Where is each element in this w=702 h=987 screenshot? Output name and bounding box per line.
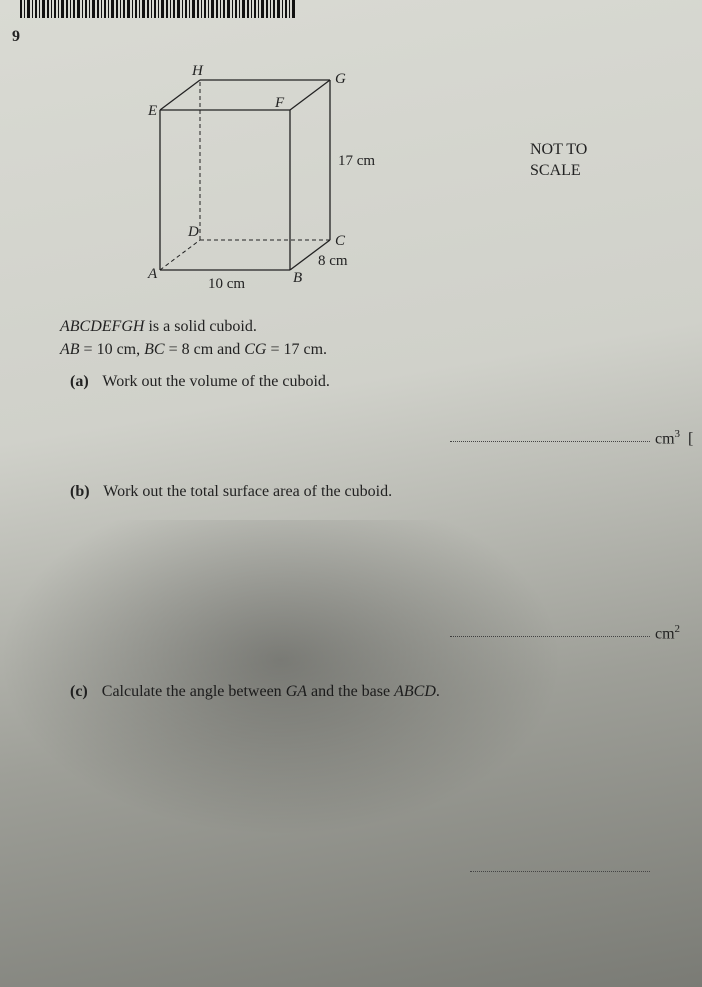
- intro-line2: AB = 10 cm, BC = 8 cm and CG = 17 cm.: [60, 338, 327, 362]
- answer-line-a: [450, 440, 650, 442]
- part-a-label: (a): [70, 373, 89, 390]
- unit-a: cm3 [: [655, 428, 693, 448]
- part-c-label: (c): [70, 683, 88, 700]
- vertex-C: C: [335, 233, 346, 249]
- dim-CG: 17 cm: [338, 153, 375, 169]
- part-c: (c) Calculate the angle between GA and t…: [70, 680, 440, 704]
- scale-line2: SCALE: [530, 161, 587, 182]
- answer-line-b: [450, 635, 650, 637]
- part-a-text: Work out the volume of the cuboid.: [102, 373, 330, 390]
- part-c-post: .: [436, 683, 440, 700]
- part-b-text: Work out the total surface area of the c…: [103, 483, 392, 500]
- photo-shadow: [0, 520, 702, 987]
- vertex-A: A: [147, 266, 158, 282]
- vertex-G: G: [335, 71, 346, 87]
- vertex-H: H: [191, 63, 204, 79]
- part-c-mid: and the base: [307, 683, 394, 700]
- vertex-F: F: [274, 95, 285, 111]
- scale-line1: NOT TO: [530, 140, 587, 161]
- part-c-GA: GA: [286, 683, 307, 700]
- question-number: 9: [12, 28, 20, 46]
- barcode-strip: [20, 0, 300, 18]
- part-c-pre: Calculate the angle between: [102, 683, 286, 700]
- vertex-D: D: [187, 224, 199, 240]
- part-c-ABCD: ABCD: [394, 683, 436, 700]
- cuboid-diagram: A B C D E F G H 10 cm 8 cm 17 cm: [130, 45, 410, 300]
- part-b: (b) Work out the total surface area of t…: [70, 480, 392, 504]
- cuboid-name: ABCDEFGH: [60, 318, 144, 335]
- vertex-B: B: [293, 270, 302, 286]
- unit-b: cm2: [655, 623, 680, 643]
- dim-BC: 8 cm: [318, 253, 348, 269]
- not-to-scale: NOT TO SCALE: [530, 140, 587, 182]
- part-b-label: (b): [70, 483, 90, 500]
- part-a: (a) Work out the volume of the cuboid.: [70, 370, 330, 394]
- intro-line1: ABCDEFGH is a solid cuboid.: [60, 315, 257, 339]
- vertex-E: E: [147, 103, 157, 119]
- answer-line-c: [470, 870, 650, 872]
- dim-AB: 10 cm: [208, 276, 245, 292]
- intro-line1-post: is a solid cuboid.: [144, 318, 256, 335]
